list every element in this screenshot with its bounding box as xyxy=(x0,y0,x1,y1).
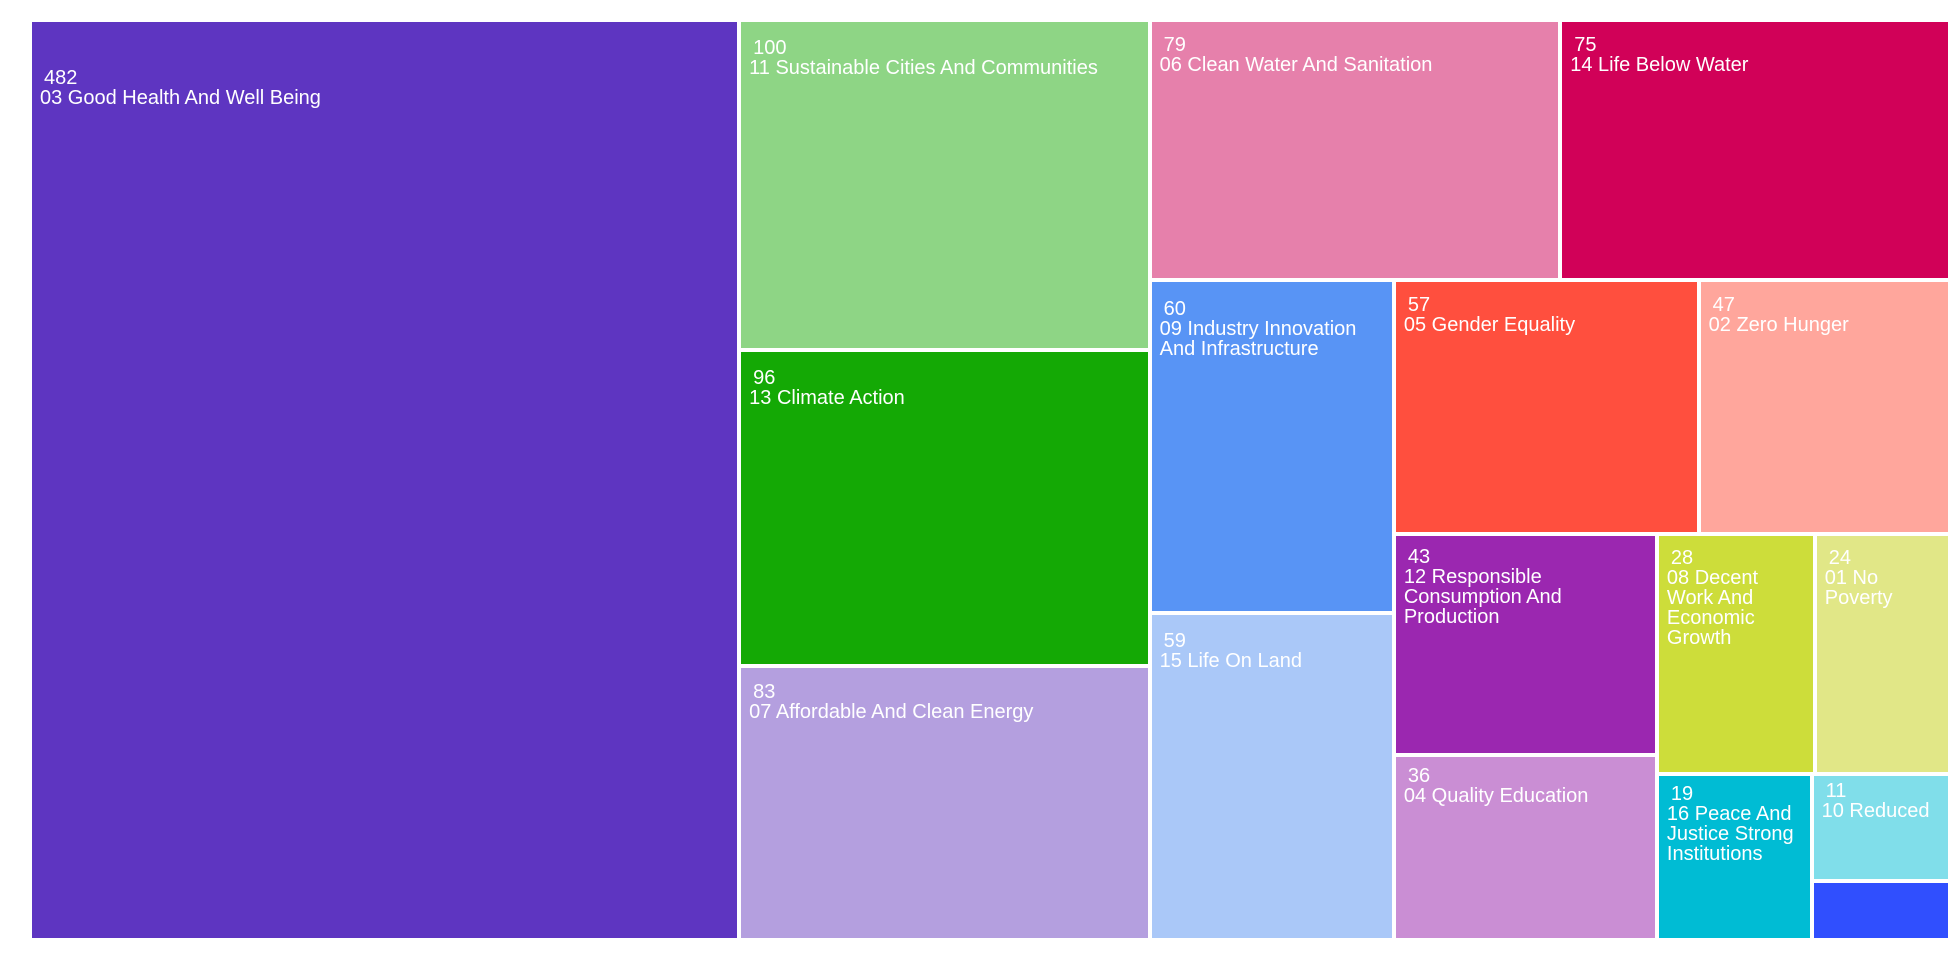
cell-label: 14 Life Below Water xyxy=(1570,54,1749,77)
cell-value: 83 xyxy=(753,680,776,703)
cell-value: 75 xyxy=(1574,34,1597,57)
cell-value: 57 xyxy=(1407,294,1431,317)
cell-label: 06 Clean Water And Sanitation xyxy=(1159,54,1433,77)
treemap-cell: 43 12 Responsible Consumption And Product… xyxy=(1395,535,1655,753)
treemap-cell: 47 02 Zero Hunger xyxy=(1700,282,1948,532)
cell-value: 11 xyxy=(1825,780,1847,803)
treemap-cell: 57 05 Gender Equality xyxy=(1395,282,1697,532)
cell-value: 19 xyxy=(1670,783,1694,806)
cell-value: 60 xyxy=(1163,298,1186,321)
cell-label: 07 Affordable And Clean Energy xyxy=(749,700,1034,723)
cell-value: 59 xyxy=(1163,630,1186,653)
cell-value: 79 xyxy=(1163,34,1186,57)
cell-label: 05 Gender Equality xyxy=(1403,314,1576,337)
treemap-cell: 59 15 Life On Land xyxy=(1151,614,1392,938)
treemap-cell: 79 06 Clean Water And Sanitation xyxy=(1151,22,1559,279)
cell-label: 15 Life On Land xyxy=(1159,650,1302,673)
cell-label: 08 Decent Work And Economic Growth xyxy=(1666,566,1759,649)
cell-value: 482 xyxy=(44,67,78,89)
cell-label: 02 Zero Hunger xyxy=(1708,314,1849,337)
cell-label: 10 Reduced xyxy=(1821,800,1930,823)
cell-label: 12 Responsible Consumption And Productio… xyxy=(1403,565,1562,628)
treemap-cell: 19 16 Peace And Justice Strong Institutio… xyxy=(1658,775,1810,938)
cell-label: 11 Sustainable Cities And Communities xyxy=(749,57,1098,80)
cell-label: 04 Quality Education xyxy=(1403,785,1589,808)
cell-value: 28 xyxy=(1670,546,1694,569)
treemap-cell: 28 08 Decent Work And Economic Growth xyxy=(1658,535,1813,772)
cell-label: 13 Climate Action xyxy=(749,386,905,409)
cell-value: 24 xyxy=(1828,546,1851,569)
treemap-cell: 24 01 No Poverty xyxy=(1816,535,1948,772)
cell-label: 16 Peace And Justice Strong Institutions xyxy=(1666,803,1794,866)
treemap-cell xyxy=(1813,883,1948,938)
cell-value: 36 xyxy=(1407,765,1431,788)
cell-label: 09 Industry Innovation And Infrastructur… xyxy=(1159,318,1357,361)
cell-value: 43 xyxy=(1407,545,1431,568)
treemap-cell: 100 11 Sustainable Cities And Communities xyxy=(741,22,1148,348)
cell-value: 100 xyxy=(753,37,787,60)
treemap: 482 03 Good Health And Well Being 100 11 Su… xyxy=(30,20,1950,940)
treemap-cell: 36 04 Quality Education xyxy=(1395,756,1655,938)
treemap-cell: 60 09 Industry Innovation And Infrastruct… xyxy=(1151,282,1392,611)
treemap-cell: 482 03 Good Health And Well Being xyxy=(32,22,738,938)
treemap-cell: 83 07 Affordable And Clean Energy xyxy=(741,668,1148,938)
cell-value: 96 xyxy=(753,366,776,389)
treemap-cell: 11 10 Reduced xyxy=(1813,775,1948,880)
treemap-cell: 75 14 Life Below Water xyxy=(1562,22,1948,279)
cell-label: 03 Good Health And Well Being xyxy=(40,87,321,109)
cell-label: 01 No Poverty xyxy=(1824,566,1893,609)
treemap-cell: 96 13 Climate Action xyxy=(741,351,1148,665)
cell-value: 47 xyxy=(1712,294,1735,317)
